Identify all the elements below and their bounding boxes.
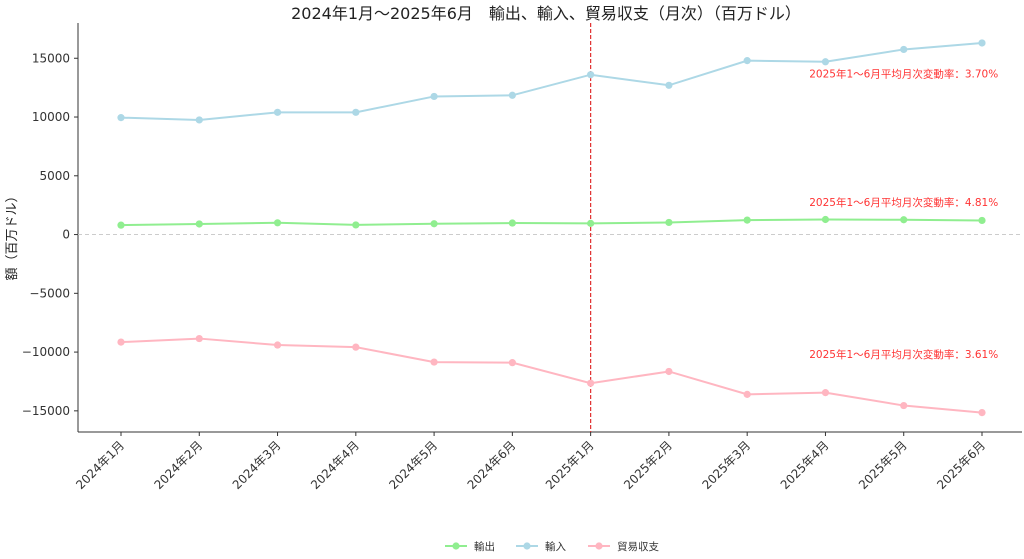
legend-label: 輸入 — [545, 540, 566, 553]
data-point — [743, 57, 751, 65]
data-point — [743, 390, 751, 398]
annotation-text: 2025年1～6月平均月次変動率：3.61% — [809, 348, 998, 361]
x-tick-label: 2025年6月 — [934, 438, 988, 492]
data-point — [821, 215, 830, 224]
x-tick-label: 2025年4月 — [778, 438, 832, 492]
data-point — [195, 220, 203, 228]
x-tick-label: 2025年2月 — [621, 438, 675, 492]
series-line — [120, 41, 983, 121]
legend-marker — [595, 542, 603, 550]
y-tick-label: −15000 — [22, 404, 70, 418]
data-point — [352, 343, 360, 351]
data-point — [587, 71, 595, 79]
y-tick-label: 5000 — [39, 169, 70, 183]
data-point — [978, 216, 986, 225]
x-tick-label: 2025年1月 — [543, 438, 597, 492]
data-point — [430, 220, 438, 228]
x-tick-label: 2024年2月 — [152, 438, 206, 492]
y-tick-label: −10000 — [22, 345, 70, 359]
x-tick-label: 2025年3月 — [699, 438, 753, 492]
x-tick-label: 2025年5月 — [856, 438, 910, 492]
data-point — [352, 221, 360, 229]
data-point — [821, 389, 830, 397]
legend-marker — [452, 542, 460, 550]
data-point — [821, 58, 830, 66]
data-point — [665, 367, 673, 376]
data-point — [117, 338, 125, 346]
data-point — [508, 359, 516, 367]
series-line — [120, 337, 983, 414]
data-point — [743, 216, 751, 224]
x-tick-label: 2024年4月 — [308, 438, 362, 492]
x-tick-label: 2024年6月 — [465, 438, 519, 492]
data-point — [195, 116, 203, 124]
data-point — [273, 219, 282, 227]
annotation-text: 2025年1～6月平均月次変動率：4.81% — [809, 196, 998, 209]
data-point — [978, 409, 986, 417]
data-point — [900, 45, 908, 54]
x-tick-label: 2024年3月 — [230, 438, 284, 492]
data-point — [273, 341, 282, 349]
data-point — [273, 108, 282, 116]
data-point — [587, 379, 595, 387]
data-point — [117, 114, 125, 122]
data-point — [587, 219, 595, 227]
data-point — [900, 216, 908, 224]
series-line — [120, 218, 983, 227]
y-tick-label: 15000 — [32, 51, 70, 65]
data-point — [665, 218, 673, 227]
y-tick-label: −5000 — [29, 286, 70, 300]
y-tick-label: 10000 — [32, 110, 70, 124]
annotation-text: 2025年1～6月平均月次変動率：3.70% — [809, 68, 998, 81]
y-axis-label: 額（百万ドル） — [5, 189, 20, 280]
data-point — [665, 81, 673, 89]
x-tick-label: 2024年1月 — [73, 438, 127, 492]
data-point — [508, 219, 516, 227]
plot-area — [78, 23, 1022, 432]
y-tick-label: 0 — [62, 228, 70, 242]
data-point — [978, 39, 986, 47]
legend-label: 貿易収支 — [617, 541, 659, 553]
data-point — [195, 334, 203, 343]
data-point — [430, 358, 438, 366]
legend-label: 輸出 — [474, 540, 495, 553]
data-point — [900, 401, 908, 410]
data-point — [352, 108, 360, 116]
data-point — [430, 92, 438, 101]
data-point — [508, 91, 516, 99]
annotations: 2025年1～6月平均月次変動率：3.70% 2025年1～6月平均月次変動率：4… — [809, 68, 998, 361]
legend: 輸出 輸入 貿易収支 — [445, 540, 659, 553]
legend-marker — [523, 542, 531, 550]
chart-title: 2024年1月～2025年6月 輸出、輸入、貿易収支（月次）（百万ドル） — [291, 4, 801, 23]
x-tick-label: 2024年5月 — [386, 438, 440, 492]
data-point — [117, 221, 125, 229]
